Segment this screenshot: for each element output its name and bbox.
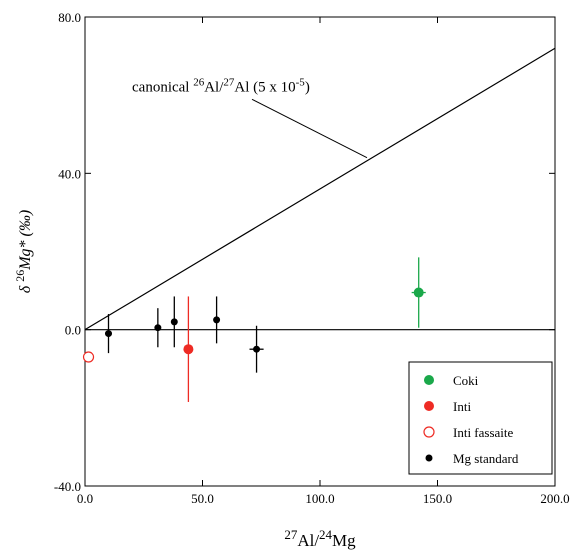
data-points xyxy=(82,257,426,402)
x-tick-label: 200.0 xyxy=(540,491,569,506)
inti-point xyxy=(183,344,194,355)
canonical-annotation: canonical 26Al/27Al (5 x 10-5) xyxy=(132,76,310,95)
mg-standard-point xyxy=(105,330,112,338)
x-tick-label: 50.0 xyxy=(191,491,214,506)
legend: Coki Inti Inti fassaite Mg standard xyxy=(408,361,553,475)
legend-marker-coki xyxy=(424,375,434,385)
x-tick-label: 100.0 xyxy=(305,491,334,506)
mg-standard-point xyxy=(154,324,162,332)
mg-standard-point xyxy=(253,345,261,353)
legend-label-mg-standard: Mg standard xyxy=(453,451,519,466)
legend-marker-inti xyxy=(424,401,434,411)
legend-marker-mg-standard xyxy=(425,454,433,462)
legend-label-inti: Inti xyxy=(453,399,471,414)
y-tick-label: 0.0 xyxy=(65,323,81,338)
legend-label-inti-fassaite: Inti fassaite xyxy=(453,425,514,440)
mg-standard-point xyxy=(170,318,178,326)
legend-marker-inti-fassaite xyxy=(423,426,435,438)
x-axis-label: 27Al/24Mg xyxy=(284,527,356,550)
coki-point xyxy=(413,287,424,298)
y-tick-label: 80.0 xyxy=(58,10,81,25)
axis-ticks: 0.0 50.0 100.0 150.0 200.0-40.00.040.080.0 xyxy=(54,10,570,506)
mg-standard-point xyxy=(213,316,221,324)
y-tick-label: 40.0 xyxy=(58,166,81,181)
annotation-leader-line xyxy=(251,98,368,159)
x-tick-label: 150.0 xyxy=(423,491,452,506)
inti-fassaite-point xyxy=(82,351,95,363)
legend-label-coki: Coki xyxy=(453,373,479,388)
y-axis-label: δ 26Mg* (‰) xyxy=(13,210,34,293)
canonical-reference-line xyxy=(84,47,556,331)
y-tick-label: -40.0 xyxy=(54,479,81,494)
x-tick-label: 0.0 xyxy=(77,491,93,506)
